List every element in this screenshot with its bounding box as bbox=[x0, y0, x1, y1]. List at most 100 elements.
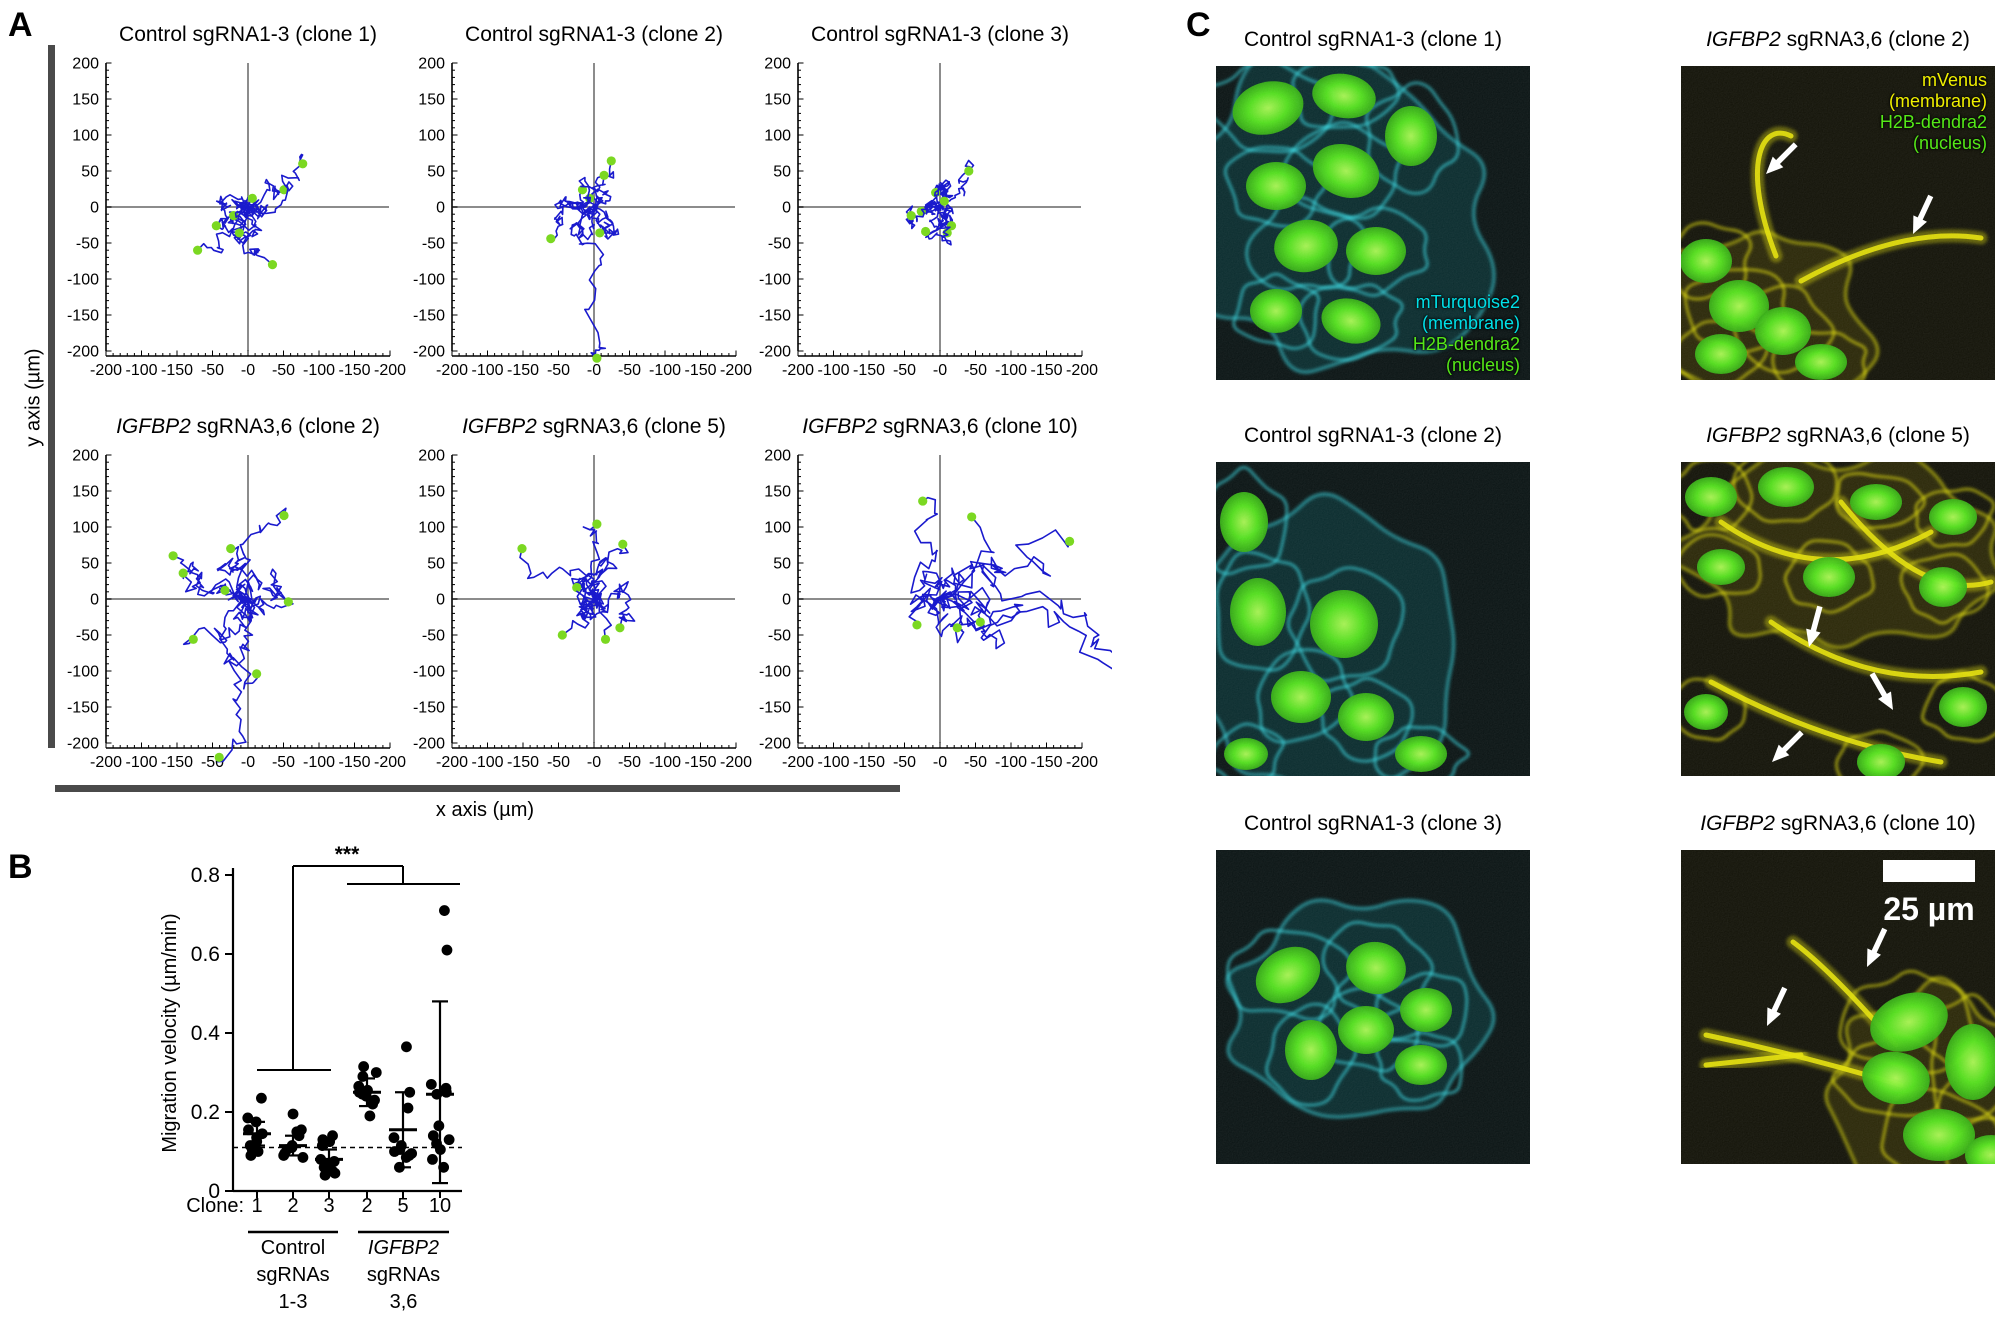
x-tick-label: -100 bbox=[649, 362, 681, 379]
track-endpoint-dot bbox=[921, 226, 931, 237]
velocity-dot bbox=[427, 1154, 438, 1165]
velocity-dot bbox=[388, 1132, 400, 1144]
image-noise bbox=[1681, 462, 1995, 776]
velocity-dot bbox=[404, 1086, 416, 1098]
micrograph-svg bbox=[1681, 462, 1995, 776]
cell-track bbox=[172, 555, 257, 604]
track-endpoint-dot bbox=[939, 196, 949, 206]
x-tick-label: -150 bbox=[338, 754, 370, 771]
x-tick-label: -150 bbox=[1030, 362, 1062, 379]
fluorophore-legend-line: (nucleus) bbox=[1445, 355, 1520, 375]
y-tick-label: 50 bbox=[773, 556, 791, 573]
x-tick-label: -50 bbox=[618, 754, 641, 771]
gene-name-italic: IGFBP2 bbox=[1700, 812, 1775, 835]
y-tick-label: 200 bbox=[418, 56, 445, 73]
y-tick-label: 0.8 bbox=[191, 864, 220, 887]
velocity-dot bbox=[367, 1098, 379, 1110]
y-tick-label: 100 bbox=[418, 128, 445, 145]
y-tick-label: -50 bbox=[768, 628, 791, 645]
cell-track bbox=[590, 206, 620, 240]
y-tick-label: -200 bbox=[67, 344, 99, 361]
cell-track bbox=[216, 545, 263, 600]
micrograph-image bbox=[1216, 462, 1530, 776]
fluorophore-legend-line: mTurquoise2 bbox=[1415, 292, 1520, 312]
track-plot-title: IGFBP2 sgRNA3,6 (clone 5) bbox=[462, 415, 726, 438]
cell-track bbox=[593, 581, 636, 628]
y-tick-label: 50 bbox=[773, 164, 791, 181]
track-endpoint-dot bbox=[178, 568, 188, 578]
cell-track bbox=[570, 206, 607, 360]
velocity-dot bbox=[245, 1150, 257, 1161]
arrow-icon bbox=[1766, 142, 1798, 174]
velocity-dot bbox=[438, 1161, 450, 1173]
y-tick-label: 200 bbox=[764, 56, 791, 73]
panel-b-letter: B bbox=[8, 848, 33, 886]
velocity-dot bbox=[434, 1144, 446, 1155]
velocity-dot bbox=[360, 1090, 372, 1102]
cell-track bbox=[939, 529, 1071, 600]
panel-a-x-axis-label: x axis (µm) bbox=[435, 799, 535, 821]
x-tick-label: -0 bbox=[241, 754, 255, 771]
x-tick-label: -50 bbox=[547, 362, 570, 379]
y-tick-label: -50 bbox=[422, 628, 445, 645]
velocity-dot bbox=[256, 1092, 267, 1104]
y-tick-label: 200 bbox=[72, 56, 99, 73]
x-tick-label: -100 bbox=[125, 754, 157, 771]
y-tick-label: 100 bbox=[72, 128, 99, 145]
y-tick-label: -100 bbox=[67, 664, 99, 681]
cell-track bbox=[933, 590, 1112, 670]
velocity-dot bbox=[357, 1071, 369, 1082]
velocity-dot bbox=[370, 1067, 382, 1078]
track-endpoint-dot bbox=[595, 228, 605, 238]
track-endpoint-dot bbox=[592, 519, 602, 529]
velocity-dot bbox=[431, 1088, 443, 1100]
x-tick-label: -150 bbox=[161, 362, 193, 379]
y-tick-label: -200 bbox=[413, 344, 445, 361]
panel-a-y-axis-bar bbox=[48, 45, 55, 748]
x-tick-label: -150 bbox=[853, 362, 885, 379]
x-tick-label: -150 bbox=[853, 754, 885, 771]
cell-track bbox=[918, 195, 945, 216]
track-endpoint-dot bbox=[517, 544, 527, 554]
cell-track bbox=[939, 563, 1112, 654]
image-noise bbox=[1216, 850, 1530, 1164]
x-tick-label: -100 bbox=[303, 362, 335, 379]
y-tick-label: 0 bbox=[782, 200, 791, 217]
track-endpoint-dot bbox=[226, 544, 236, 554]
velocity-dot bbox=[319, 1169, 331, 1181]
panel-a-letter: A bbox=[8, 6, 33, 44]
gene-name-italic: IGFBP2 bbox=[802, 415, 877, 438]
cell-track bbox=[231, 196, 269, 219]
x-tick-label: -0 bbox=[241, 362, 255, 379]
cell-track bbox=[219, 578, 258, 690]
x-tick-label: -50 bbox=[201, 362, 224, 379]
y-tick-label: -200 bbox=[759, 344, 791, 361]
x-tick-label: -0 bbox=[933, 754, 947, 771]
track-endpoint-dot bbox=[912, 620, 922, 630]
x-tick-label: -100 bbox=[995, 362, 1027, 379]
x-tick-label: -100 bbox=[649, 754, 681, 771]
x-tick-label: -100 bbox=[471, 362, 503, 379]
y-tick-label: -50 bbox=[76, 236, 99, 253]
image-noise bbox=[1216, 66, 1530, 380]
y-tick-label: 150 bbox=[418, 484, 445, 501]
micrograph-title: IGFBP2 sgRNA3,6 (clone 2) bbox=[1706, 28, 1970, 51]
gene-name-italic: IGFBP2 bbox=[1706, 424, 1781, 447]
arrow-icon bbox=[1772, 730, 1804, 762]
velocity-dot bbox=[443, 1134, 455, 1146]
x-tick-label: -0 bbox=[933, 362, 947, 379]
track-endpoint-dot bbox=[906, 211, 916, 221]
micrograph-image: mVenus (membrane) H2B-dendra2 (nucleus) bbox=[1681, 66, 1995, 380]
track-endpoint-dot bbox=[964, 166, 974, 176]
arrow-icon bbox=[1867, 927, 1888, 967]
track-endpoint-dot bbox=[599, 170, 609, 180]
x-tick-label: -0 bbox=[587, 362, 601, 379]
clone-label: 10 bbox=[429, 1195, 451, 1217]
y-tick-label: 150 bbox=[418, 92, 445, 109]
fluorophore-legend-line: (membrane) bbox=[1421, 313, 1520, 333]
track-endpoint-dot bbox=[618, 539, 628, 549]
y-tick-label: -150 bbox=[67, 700, 99, 717]
fluorophore-legend: mVenus (membrane) H2B-dendra2 (nucleus) bbox=[1880, 70, 1987, 154]
velocity-dot bbox=[287, 1108, 299, 1120]
